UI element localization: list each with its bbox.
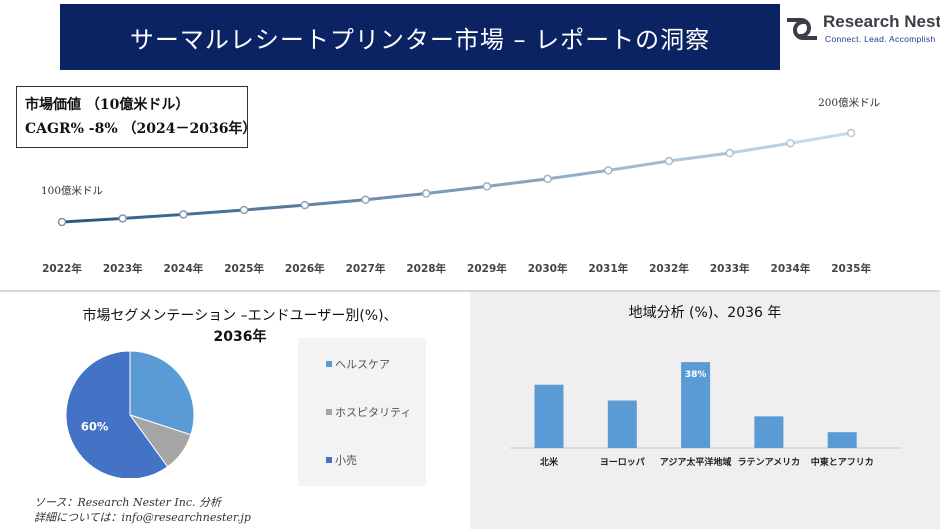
bar-category-label: ヨーロッパ [600,456,645,468]
x-tick-label: 2030年 [528,262,568,275]
line-segment [728,141,792,155]
pie-slice [129,350,195,436]
legend-label: 小売 [335,454,357,467]
line-point [846,128,856,138]
region-bar-chart: 北米 ヨーロッパ 38% アジア太平洋地域 ラテンアメリカ 中東とアフリカ [510,362,902,468]
bar [827,432,857,448]
legend-item: ヘルスケア [326,356,390,372]
x-tick-label: 2029年 [467,262,507,275]
legend-swatch [326,457,332,463]
x-tick-label: 2031年 [588,262,628,275]
line-point [786,138,795,148]
pie-data-label: 60% [81,419,109,433]
x-tick-label: 2033年 [710,262,750,275]
market-value-label: 市場価値 （10億米ドル） [25,97,190,113]
line-segment [485,177,550,188]
line-segment [181,208,246,216]
x-tick-label: 2028年 [406,262,446,275]
bar-category-label: ラテンアメリカ [738,457,801,468]
x-tick-label: 2034年 [771,262,811,275]
page-title: サーマルレシートプリンター市場 – レポートの洞察 [60,4,780,70]
x-tick-label: 2024年 [164,262,204,275]
logo-tagline: Connect. Lead. Accomplish [825,34,936,44]
line-point [543,174,552,184]
segment-title: 市場セグメンテーション –エンドユーザー別(%)、 2036年 [60,306,420,348]
line-segment [121,212,185,220]
value-annotation: 200億米ドル [818,96,880,109]
line-point [421,189,431,198]
bar-category-label: 中東とアフリカ [811,456,874,468]
x-tick-label: 2022年 [42,262,82,275]
source-note: ソース：Research Nester Inc. 分析 詳細については：info… [34,495,251,525]
research-nester-logo-icon [787,18,817,40]
cagr-label: CAGR% -8% （2024－2036年） [25,121,257,137]
bar-category-label: 北米 [540,456,559,468]
line-point [239,205,249,215]
section-divider [0,290,940,292]
legend-swatch [326,361,332,367]
line-segment [364,192,428,202]
line-segment [788,131,853,145]
line-segment [546,168,610,181]
page-title-text: サーマルレシートプリンター市場 – レポートの洞察 [129,25,711,54]
line-segment [667,151,732,163]
x-tick-label: 2027年 [346,262,386,275]
line-point [300,200,310,210]
x-tick-label: 2035年 [831,262,871,275]
logo-name: Research Nester [823,12,940,31]
line-segment [303,198,367,207]
segment-pie-chart: 60% [65,350,195,478]
line-segment [242,203,307,212]
legend-item: ホスピタリティ [326,404,411,420]
line-point [57,217,67,227]
legend-label: ホスピタリティ [335,406,412,419]
line-segment [606,159,671,172]
x-tick-label: 2023年 [103,262,143,275]
market-line-chart: 2022年 2023年 2024年 2025年 2026年 2027年 2028年 2029年… [41,96,880,275]
line-point [725,148,734,158]
line-point [482,182,492,191]
line-point [604,166,613,175]
segment-title-line1: 市場セグメンテーション –エンドユーザー別(%)、 [82,308,398,324]
info-box: 市場価値 （10億米ドル） CAGR% -8% （2024－2036年） [16,86,257,148]
value-annotation: 100億米ドル [41,184,103,197]
legend-swatch [326,409,332,415]
source-line1: ソース：Research Nester Inc. 分析 [34,496,222,509]
line-segment [60,216,125,224]
logo: Research Nester Connect. Lead. Accomplis… [783,10,940,50]
legend-label: ヘルスケア [335,358,390,371]
x-tick-label: 2025年 [224,262,264,275]
pie-slice [65,350,169,478]
line-point [664,156,674,166]
bar-category-label: アジア太平洋地域 [660,456,732,468]
region-title: 地域分析 (%)、2036 年 [628,305,782,321]
line-point [118,214,127,223]
bar [681,362,711,448]
bar-data-label: 38% [685,370,707,380]
line-point [361,195,370,204]
x-tick-label: 2032年 [649,262,689,275]
legend-item: 小売 [326,452,357,468]
bar [534,384,564,448]
pie-legend: ヘルスケアホスピタリティ 小売 [298,338,426,486]
x-tick-label: 2026年 [285,262,325,275]
bar [607,400,637,448]
bar [754,416,784,448]
source-line2: 詳細については：info@researchnester.jp [34,511,251,524]
segment-title-line2: 2036年 [213,329,267,345]
line-segment [424,184,489,196]
line-point [179,210,188,219]
